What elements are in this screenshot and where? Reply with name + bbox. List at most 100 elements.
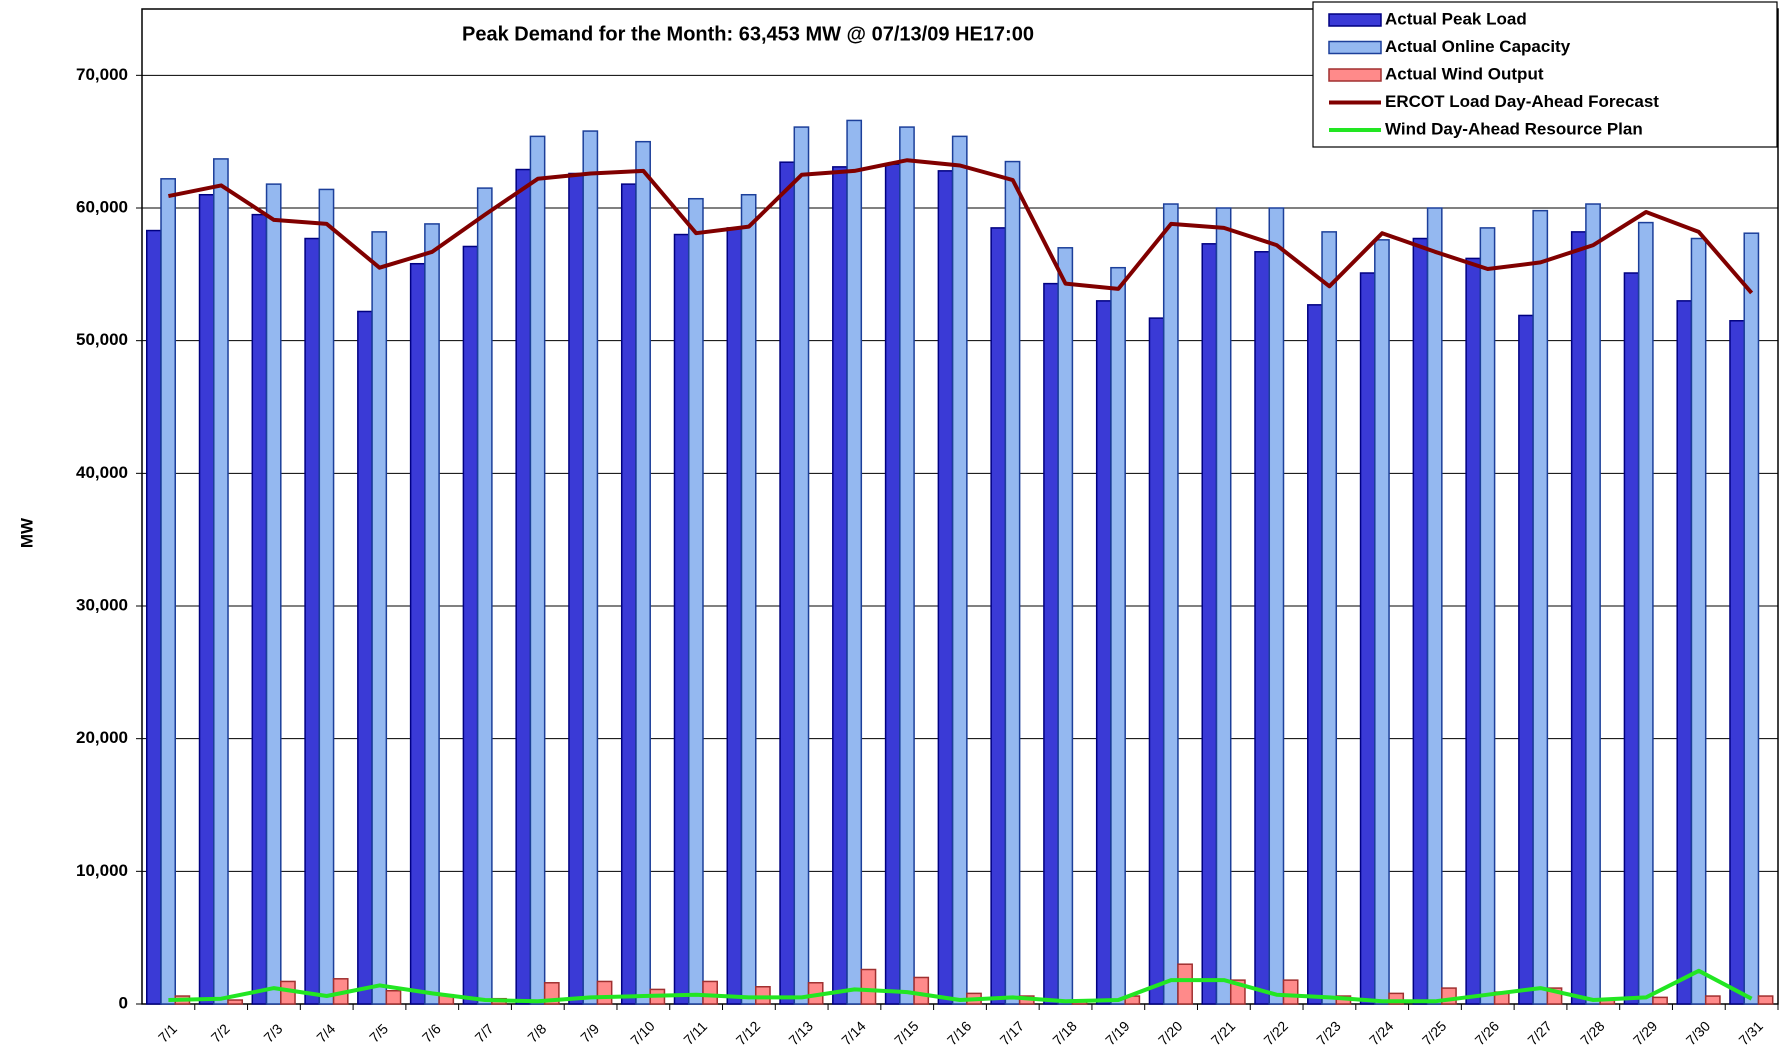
legend-label: Wind Day-Ahead Resource Plan: [1385, 119, 1643, 138]
legend-label: Actual Peak Load: [1385, 9, 1527, 28]
bar: [884, 163, 901, 1005]
bar: [1201, 243, 1218, 1005]
bar: [740, 193, 757, 1005]
bar: [160, 178, 176, 1005]
bar: [318, 188, 335, 1005]
x-tick-label: 7/23: [1313, 1018, 1344, 1049]
bar: [424, 223, 440, 1005]
bar: [951, 135, 968, 1005]
y-tick-label: 0: [119, 993, 128, 1012]
bar: [990, 227, 1007, 1005]
bar: [832, 166, 848, 1005]
x-tick-label: 7/15: [891, 1018, 922, 1049]
bar: [1004, 160, 1021, 1005]
bar: [1268, 207, 1285, 1005]
bar: [1282, 979, 1299, 1005]
x-tick-label: 7/22: [1260, 1018, 1291, 1049]
bar: [227, 999, 244, 1005]
y-tick-label: 40,000: [76, 463, 128, 482]
bar: [1177, 963, 1193, 1005]
bar: [673, 233, 690, 1005]
bar: [1676, 300, 1693, 1005]
legend-label: ERCOT Load Day-Ahead Forecast: [1385, 92, 1659, 111]
bar: [476, 187, 493, 1005]
bar: [1652, 996, 1668, 1005]
x-tick-label: 7/27: [1524, 1018, 1555, 1049]
bar: [582, 130, 599, 1005]
bar: [1359, 272, 1376, 1005]
x-tick-label: 7/9: [577, 1020, 602, 1045]
bar: [1704, 995, 1721, 1005]
bar: [913, 976, 930, 1005]
y-tick-label: 70,000: [76, 65, 128, 84]
bar: [529, 135, 546, 1005]
x-tick-label: 7/3: [260, 1020, 285, 1045]
x-tick-label: 7/21: [1208, 1018, 1239, 1049]
y-axis-label: MW: [17, 517, 36, 548]
bar: [620, 183, 637, 1005]
bar: [702, 980, 718, 1005]
x-tick-label: 7/26: [1472, 1018, 1503, 1049]
bar: [1743, 232, 1760, 1005]
legend-box: [1312, 1, 1778, 148]
bar: [385, 989, 402, 1005]
x-tick-label: 7/17: [997, 1018, 1028, 1049]
bar: [409, 262, 426, 1005]
bar: [1570, 231, 1587, 1005]
bar: [1321, 231, 1338, 1005]
x-tick-label: 7/7: [472, 1020, 497, 1045]
bar: [198, 193, 215, 1005]
x-tick-label: 7/19: [1102, 1018, 1133, 1049]
line-series: [168, 968, 1753, 1004]
legend-label: Actual Online Capacity: [1385, 37, 1571, 56]
x-tick-label: 7/16: [944, 1018, 975, 1049]
legend-swatch: [1328, 68, 1382, 82]
x-tick-label: 7/5: [366, 1020, 391, 1045]
bar: [145, 229, 162, 1005]
x-tick-label: 7/11: [680, 1018, 710, 1048]
chart-title: Peak Demand for the Month: 63,453 MW @ 0…: [462, 23, 1034, 45]
bar: [1110, 266, 1126, 1005]
bar: [1623, 272, 1640, 1005]
bar: [1479, 227, 1496, 1005]
bar: [371, 231, 388, 1005]
bar: [1388, 992, 1405, 1005]
bar: [1757, 995, 1774, 1005]
bar: [1690, 237, 1707, 1005]
bar: [265, 183, 282, 1005]
bar: [635, 140, 651, 1005]
bar: [1637, 221, 1654, 1005]
legend-swatch: [1328, 40, 1382, 55]
y-tick-label: 20,000: [76, 728, 128, 747]
bar: [726, 227, 743, 1005]
x-tick-label: 7/8: [524, 1020, 549, 1045]
bar: [1426, 207, 1443, 1005]
bar: [1254, 251, 1271, 1005]
bar: [860, 968, 877, 1005]
bar: [1585, 203, 1601, 1005]
bar: [1307, 304, 1323, 1005]
bar: [1162, 203, 1179, 1005]
bar: [1043, 282, 1059, 1005]
x-tick-label: 7/29: [1630, 1018, 1661, 1049]
x-tick-label: 7/13: [785, 1018, 816, 1049]
bar: [1465, 257, 1482, 1005]
bar: [1412, 237, 1429, 1005]
x-tick-label: 7/2: [208, 1020, 233, 1045]
y-tick-label: 50,000: [76, 330, 128, 349]
x-tick-label: 7/25: [1419, 1018, 1450, 1049]
bar: [899, 126, 915, 1005]
bar: [251, 213, 268, 1005]
bar: [1215, 207, 1232, 1005]
bar: [846, 119, 863, 1005]
bar: [1057, 247, 1074, 1005]
bar: [304, 237, 321, 1005]
bar: [1374, 239, 1390, 1005]
bar: [1148, 317, 1165, 1005]
legend-swatch: [1328, 13, 1382, 27]
bar: [755, 986, 771, 1005]
bar: [1532, 209, 1549, 1005]
bar: [687, 197, 704, 1005]
bar: [462, 245, 479, 1005]
x-tick-label: 7/12: [733, 1018, 764, 1049]
